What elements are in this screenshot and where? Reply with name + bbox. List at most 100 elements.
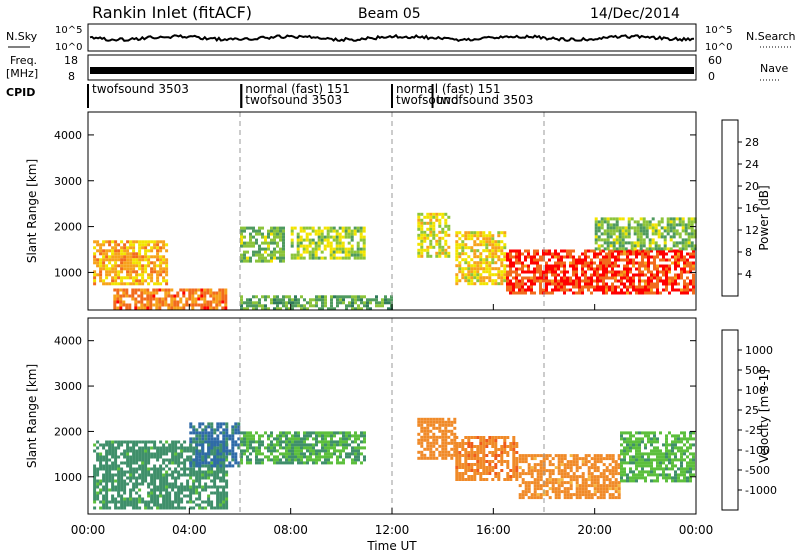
velocity-cell (521, 457, 525, 461)
velocity-cell (288, 440, 291, 444)
power-cell (686, 258, 689, 262)
power-cell (375, 301, 378, 305)
power-cell (296, 253, 300, 257)
velocity-cell (225, 503, 229, 507)
power-cell (441, 245, 445, 249)
velocity-cell (659, 452, 662, 456)
power-cell (620, 276, 623, 280)
power-cell (321, 298, 324, 302)
power-cell (506, 252, 509, 256)
power-cell (461, 243, 465, 247)
power-cell (686, 291, 689, 295)
power-cell (674, 279, 677, 283)
velocity-cell (461, 442, 465, 445)
velocity-cell (123, 485, 127, 489)
power-cell (203, 291, 207, 295)
velocity-cell (461, 445, 465, 448)
power-cell (629, 276, 632, 280)
power-cell (464, 252, 468, 256)
velocity-cell (557, 454, 561, 458)
velocity-cell (605, 469, 609, 473)
velocity-cell (494, 442, 498, 445)
velocity-cell (629, 446, 632, 450)
velocity-cell (117, 500, 121, 504)
power-cell (179, 306, 183, 310)
power-cell (467, 264, 471, 268)
power-cell (212, 294, 216, 298)
power-cell (563, 285, 566, 289)
velocity-cell (453, 453, 457, 457)
velocity-cell (563, 457, 567, 461)
power-cell (378, 301, 381, 305)
power-cell (135, 255, 139, 259)
power-cell (572, 279, 575, 283)
velocity-cell (189, 506, 193, 510)
velocity-cell (417, 441, 421, 445)
velocity-cell (563, 475, 567, 479)
power-cell (455, 231, 459, 235)
velocity-cell (138, 500, 142, 504)
power-cell (633, 229, 637, 233)
power-cell (357, 307, 360, 311)
power-cell (677, 282, 680, 286)
power-cell (140, 300, 144, 304)
power-cell (602, 273, 605, 277)
power-cell (159, 273, 163, 277)
velocity-cell (623, 431, 626, 435)
velocity-cell (129, 449, 133, 453)
velocity-cell (105, 482, 109, 486)
velocity-cell (171, 473, 175, 477)
power-cell (143, 297, 147, 301)
velocity-cell (330, 461, 333, 465)
power-cell (692, 249, 695, 253)
power-cell (560, 255, 563, 259)
power-cell (581, 264, 584, 268)
power-cell (683, 291, 686, 295)
velocity-cell (524, 457, 528, 461)
velocity-cell (354, 431, 357, 435)
velocity-cell (267, 455, 270, 459)
velocity-cell (117, 491, 121, 495)
power-cell (509, 291, 512, 295)
velocity-cell (674, 455, 677, 459)
power-cell (656, 264, 659, 268)
power-cell (659, 279, 662, 283)
velocity-cell (354, 449, 357, 453)
velocity-cell (339, 452, 342, 456)
velocity-cell (267, 434, 270, 438)
power-cell (464, 258, 468, 262)
velocity-cell (267, 443, 270, 447)
velocity-cell (638, 437, 641, 441)
freq-tick-top: 18 (64, 54, 78, 67)
power-cell (132, 249, 136, 253)
power-cell (150, 240, 154, 244)
velocity-cell (665, 446, 668, 450)
power-cell (438, 230, 442, 234)
power-cell (159, 264, 163, 268)
velocity-cell (150, 467, 154, 471)
power-cell (672, 223, 676, 227)
velocity-cell (123, 482, 127, 486)
velocity-cell (108, 446, 112, 450)
velocity-cell (458, 475, 462, 478)
velocity-cell (638, 464, 641, 468)
power-cell (587, 249, 590, 253)
power-cell (672, 244, 676, 248)
power-cell (500, 246, 504, 250)
power-cell (545, 252, 548, 256)
power-cell (429, 215, 433, 219)
velocity-cell (99, 464, 103, 468)
velocity-cell (192, 488, 196, 492)
velocity-cell (219, 425, 223, 429)
velocity-cell (189, 461, 193, 465)
velocity-cell (554, 487, 558, 491)
velocity-cell (114, 467, 118, 471)
power-cell (158, 306, 162, 310)
power-cell (467, 231, 471, 235)
power-cell (150, 249, 154, 253)
velocity-cell (126, 464, 130, 468)
velocity-cell (246, 437, 249, 441)
velocity-cell (444, 423, 448, 427)
velocity-cell (162, 452, 166, 456)
velocity-cell (153, 464, 157, 468)
